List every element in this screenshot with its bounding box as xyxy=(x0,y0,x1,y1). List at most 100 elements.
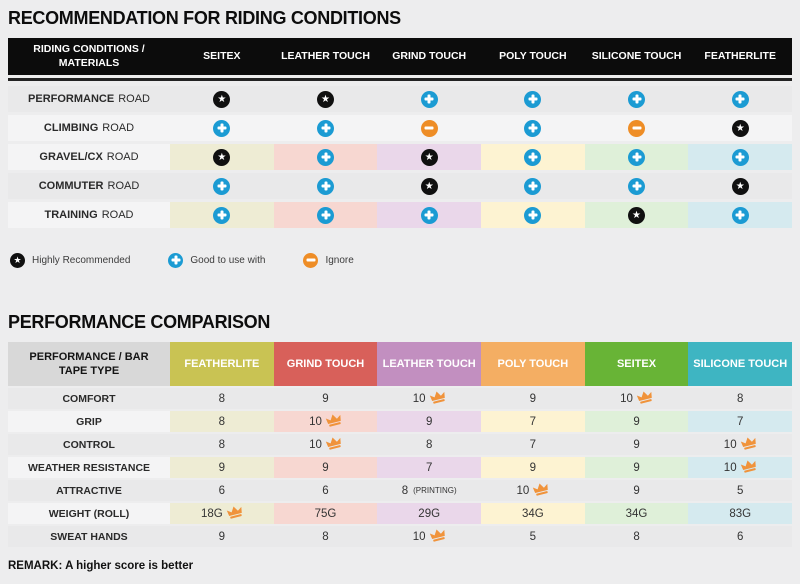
score-value: 9 xyxy=(633,438,640,451)
score-cell: 34G xyxy=(584,503,689,524)
recommendation-cell xyxy=(170,115,274,141)
crown-icon xyxy=(325,414,341,427)
score-note: (PRINTING) xyxy=(413,486,457,495)
star-icon xyxy=(317,90,334,108)
score-cell: 10 xyxy=(688,434,793,455)
minus-icon xyxy=(420,119,438,137)
score-value: 34G xyxy=(625,507,648,520)
score-cell: 9 xyxy=(273,388,378,409)
score-value: 9 xyxy=(633,484,640,497)
score-cell: 8 xyxy=(170,388,274,409)
score-cell: 9 xyxy=(584,411,689,432)
recommendation-cell xyxy=(481,144,585,170)
score-value: 8 xyxy=(218,438,226,451)
row-label: GRAVEL/CX ROAD xyxy=(8,144,170,170)
plus-icon xyxy=(420,206,438,224)
riding-table-row: TRAINING ROAD xyxy=(8,202,793,228)
remark: REMARK: A higher score is better xyxy=(8,560,194,572)
recommendation-cell xyxy=(688,144,793,170)
plus-icon xyxy=(628,90,646,108)
star-icon xyxy=(731,119,749,137)
minus-icon xyxy=(303,252,319,268)
legend-label: Highly Recommended xyxy=(32,254,131,266)
performance-comparison-title: PERFORMANCE COMPARISON xyxy=(8,312,271,332)
riding-table-row: GRAVEL/CX ROAD xyxy=(8,144,793,170)
score-cell: 9 xyxy=(584,480,689,501)
row-label: TRAINING ROAD xyxy=(8,202,170,228)
score-value: 7 xyxy=(529,415,537,428)
score-cell: 9 xyxy=(481,457,585,478)
score-value: 9 xyxy=(218,530,226,543)
score-value: 8 xyxy=(322,530,329,543)
legend: Highly Recommended Good to use with Ignore xyxy=(10,252,792,268)
riding-table-row: COMMUTER ROAD xyxy=(8,173,793,199)
column-header: FEATHERLITE xyxy=(170,342,274,386)
performance-table-row: ATTRACTIVE 6 6 8 (PRINTING) 10 9 5 xyxy=(8,480,793,501)
score-cell: 5 xyxy=(688,480,793,501)
score-cell: 7 xyxy=(377,457,482,478)
plus-icon xyxy=(168,252,184,268)
score-cell: 10 xyxy=(481,480,585,501)
row-label: CLIMBING ROAD xyxy=(8,115,170,141)
plus-icon xyxy=(317,119,334,137)
column-header: FEATHERLITE xyxy=(704,49,776,62)
riding-table-row: PERFORMANCE ROAD xyxy=(8,86,793,112)
performance-table-row: WEATHER RESISTANCE 9 9 7 9 9 10 xyxy=(8,457,793,478)
crown-icon xyxy=(325,437,341,450)
riding-table-header-label: RIDING CONDITIONS / MATERIALS xyxy=(33,43,145,69)
score-value: 9 xyxy=(218,461,226,474)
plus-icon xyxy=(524,148,542,166)
score-cell: 9 xyxy=(584,434,689,455)
score-cell: 8 xyxy=(170,434,274,455)
score-value: 7 xyxy=(736,415,744,428)
score-value: 10 xyxy=(516,483,549,497)
score-cell: 9 xyxy=(377,411,482,432)
recommendation-cell xyxy=(273,115,378,141)
legend-label: Good to use with xyxy=(190,254,266,266)
riding-table-header-row: RIDING CONDITIONS / MATERIALS SEITEX LEAT… xyxy=(8,38,792,75)
score-value: 7 xyxy=(425,461,433,474)
plus-icon xyxy=(524,177,542,195)
performance-comparison-section: PERFORMANCE COMPARISON PERFORMANCE / BAR… xyxy=(8,312,793,572)
legend-item: Highly Recommended xyxy=(10,252,131,268)
recommendation-cell xyxy=(688,173,793,199)
score-value: 5 xyxy=(736,484,744,497)
score-value: 29G xyxy=(418,507,441,520)
score-value: 9 xyxy=(322,461,329,474)
row-label: PERFORMANCE ROAD xyxy=(8,86,170,112)
crown-icon xyxy=(636,391,652,404)
score-cell: 9 xyxy=(481,388,585,409)
recommendation-cell xyxy=(584,115,689,141)
recommendation-cell xyxy=(481,202,585,228)
score-value: 75G xyxy=(314,507,337,520)
score-cell: 6 xyxy=(170,480,274,501)
score-cell: 9 xyxy=(273,457,378,478)
score-value: 10 xyxy=(413,529,446,543)
score-value: 6 xyxy=(736,530,744,543)
row-label: COMMUTER ROAD xyxy=(8,173,170,199)
recommendation-cell xyxy=(273,202,378,228)
plus-icon xyxy=(731,206,749,224)
recommendation-cell xyxy=(377,115,482,141)
score-value: 34G xyxy=(521,507,544,520)
star-icon xyxy=(213,148,231,166)
score-cell: 6 xyxy=(688,526,793,547)
recommendation-cell xyxy=(377,86,482,112)
score-cell: 75G xyxy=(273,503,378,524)
score-cell: 10 xyxy=(273,434,378,455)
score-cell: 10 xyxy=(377,526,482,547)
crown-icon xyxy=(429,529,445,542)
score-value: 8 xyxy=(218,392,226,405)
column-header: POLY TOUCH xyxy=(481,342,585,386)
recommendation-cell xyxy=(377,144,482,170)
score-value: 9 xyxy=(529,392,537,405)
score-value: 10 xyxy=(724,460,757,474)
score-cell: 10 xyxy=(688,457,793,478)
crown-icon xyxy=(429,391,445,404)
star-icon xyxy=(420,148,438,166)
riding-table-row: CLIMBING ROAD xyxy=(8,115,793,141)
score-cell: 34G xyxy=(481,503,585,524)
recommendation-cell xyxy=(688,202,793,228)
row-label: GRIP xyxy=(8,411,170,432)
